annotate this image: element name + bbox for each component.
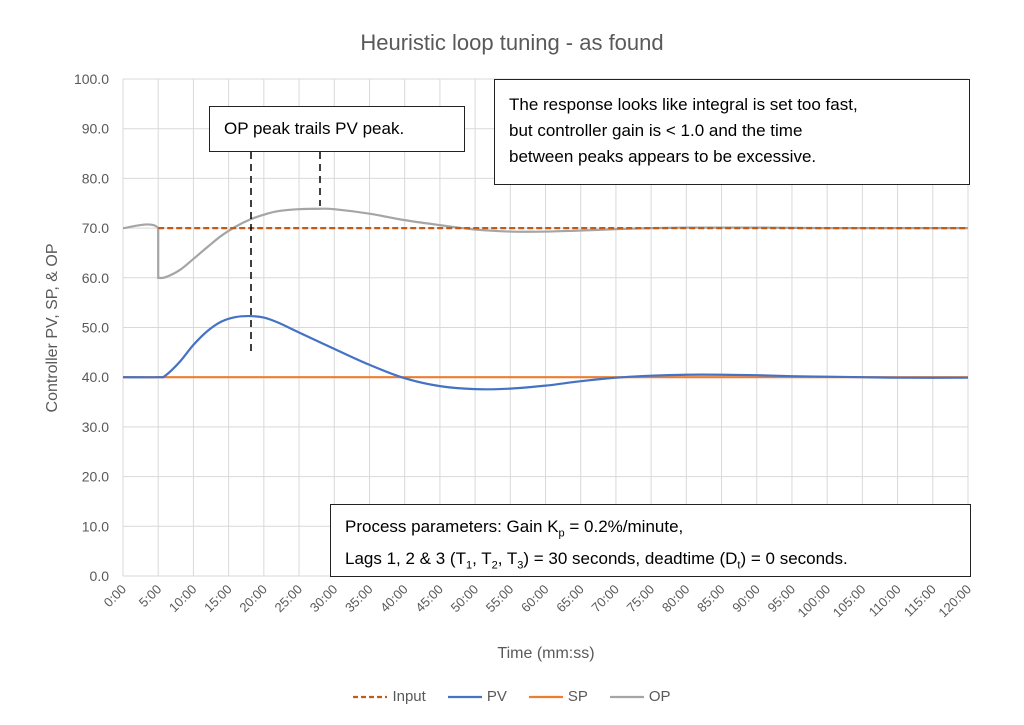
annotation-text: , T <box>497 549 518 569</box>
legend-item-input: Input <box>353 688 426 705</box>
x-tick-label: 75:00 <box>624 582 658 616</box>
y-tick-label: 90.0 <box>82 121 109 137</box>
x-tick-label: 45:00 <box>412 582 446 616</box>
x-tick-label: 85:00 <box>694 582 728 616</box>
x-tick-label: 55:00 <box>483 582 517 616</box>
annotation-process-parameters: Process parameters: Gain Kp = 0.2%/minut… <box>330 504 971 577</box>
x-tick-label: 110:00 <box>866 582 904 620</box>
x-tick-label: 60:00 <box>518 582 552 616</box>
x-tick-label: 20:00 <box>236 582 270 616</box>
annotation-sub: 2 <box>491 559 498 572</box>
x-tick-label: 0:00 <box>101 582 130 611</box>
annotation-text: Process parameters: Gain K <box>345 517 559 536</box>
x-tick-label: 10:00 <box>166 582 200 616</box>
annotation-text: = 0.2%/minute, <box>564 517 684 536</box>
chart-title: Heuristic loop tuning - as found <box>360 30 664 55</box>
y-tick-label: 80.0 <box>82 170 109 186</box>
annotation-line: but controller gain is < 1.0 and the tim… <box>509 121 803 140</box>
legend-label: Input <box>392 688 426 705</box>
x-tick-label: 40:00 <box>377 582 411 616</box>
annotation-markers <box>250 152 321 356</box>
x-tick-label: 70:00 <box>588 582 622 616</box>
annotation-text: ) = 0 seconds. <box>740 549 848 569</box>
legend-item-op: OP <box>609 688 671 705</box>
x-tick-label: 105:00 <box>830 582 869 621</box>
legend-label: PV <box>486 688 507 705</box>
annotation-sub: p <box>558 527 565 540</box>
annotation-line: The response looks like integral is set … <box>509 95 858 114</box>
y-tick-label: 70.0 <box>82 220 109 236</box>
y-tick-label: 50.0 <box>82 320 109 336</box>
annotation-text: Lags 1, 2 & 3 (T <box>345 549 466 569</box>
x-tick-label: 80:00 <box>659 582 693 616</box>
y-tick-label: 40.0 <box>82 369 109 385</box>
y-tick-label: 30.0 <box>82 419 109 435</box>
legend-label: SP <box>567 688 588 705</box>
x-tick-label: 120:00 <box>935 582 974 621</box>
legend-swatch <box>528 695 563 698</box>
legend: Input PV SP OP <box>0 688 1024 705</box>
x-axis-ticks: 0:00 5:00 10:00 15:00 20:00 25:00 30:00 35:00 40… <box>101 582 975 621</box>
annotation-text: ) = 30 seconds, deadtime (D <box>523 549 738 569</box>
annotation-sub: 3 <box>517 559 524 572</box>
annotation-integral: The response looks like integral is set … <box>494 79 970 185</box>
legend-swatch <box>353 695 388 698</box>
annotation-text: , T <box>472 549 492 569</box>
x-tick-label: 90:00 <box>729 582 763 616</box>
series-pv-line <box>122 314 969 391</box>
series-lines <box>122 207 969 391</box>
x-tick-label: 35:00 <box>342 582 376 616</box>
x-tick-label: 5:00 <box>136 582 165 611</box>
x-tick-label: 50:00 <box>448 582 482 616</box>
y-axis-label: Controller PV, SP, & OP <box>44 244 61 413</box>
legend-swatch <box>447 695 482 698</box>
x-tick-label: 15:00 <box>201 582 235 616</box>
annotation-sub: 1 <box>465 559 473 572</box>
annotation-sub: t <box>737 559 741 572</box>
x-axis-label: Time (mm:ss) <box>497 645 594 662</box>
series-op-line <box>122 207 969 280</box>
legend-item-pv: PV <box>447 688 507 705</box>
x-tick-label: 65:00 <box>553 582 587 616</box>
x-tick-label: 95:00 <box>764 582 798 616</box>
y-tick-label: 20.0 <box>82 469 109 485</box>
x-tick-label: 100:00 <box>795 582 834 621</box>
legend-label: OP <box>648 688 671 705</box>
x-tick-label: 25:00 <box>272 582 306 616</box>
y-axis-ticks: 0.0 10.0 20.0 30.0 40.0 50.0 60.0 70.0 80.0 90.0 1… <box>74 71 109 584</box>
annotation-line: between peaks appears to be excessive. <box>509 147 817 166</box>
legend-item-sp: SP <box>528 688 588 705</box>
y-tick-label: 10.0 <box>82 518 109 534</box>
annotation-op-peak: OP peak trails PV peak. <box>209 106 465 152</box>
x-tick-label: 30:00 <box>307 582 341 616</box>
y-tick-label: 60.0 <box>82 270 109 286</box>
y-tick-label: 0.0 <box>90 568 110 584</box>
x-tick-label: 115:00 <box>901 582 939 620</box>
legend-swatch <box>609 695 644 698</box>
y-tick-label: 100.0 <box>74 71 109 87</box>
